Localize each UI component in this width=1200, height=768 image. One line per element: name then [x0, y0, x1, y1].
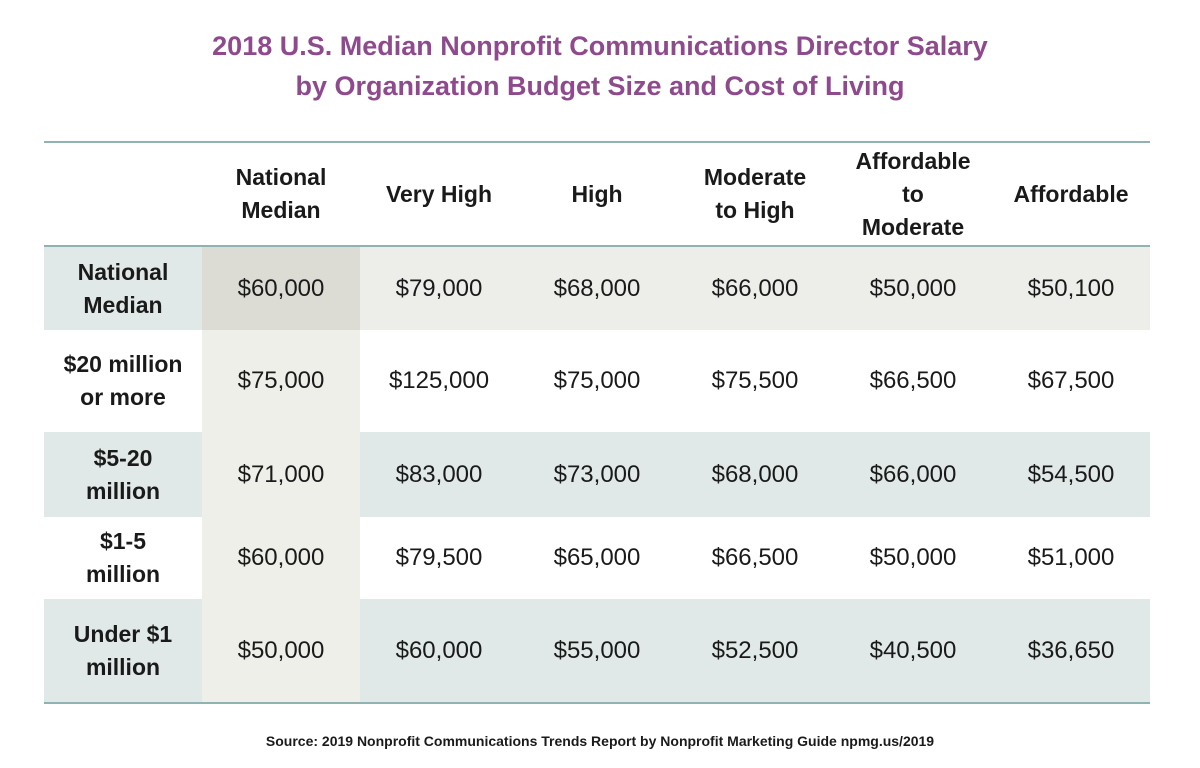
table-cell: $36,650	[1027, 636, 1115, 664]
table-cell: $66,500	[711, 544, 799, 571]
table-cell: $50,100	[1027, 274, 1115, 302]
table-cell: $52,500	[711, 636, 799, 664]
row-label-line: $5-20	[93, 444, 153, 471]
column-header: Affordable	[992, 143, 1150, 245]
column-header-line: to High	[715, 197, 795, 223]
row-label: $5-20 million	[44, 432, 202, 517]
table-cell: $60,000	[202, 247, 360, 330]
table-cell: $73,000	[553, 460, 641, 488]
column-header: Moderate to High	[676, 143, 834, 245]
column-header-line: to	[902, 180, 924, 207]
column-header-line: Affordable	[855, 147, 971, 174]
column-header: National Median	[202, 143, 360, 245]
row-label-line: million	[85, 653, 161, 680]
table-cell: $75,000	[202, 330, 360, 432]
table-cell: $60,000	[395, 636, 483, 664]
row-label-line: million	[85, 561, 161, 587]
table-cell: $51,000	[1027, 544, 1115, 571]
table-row: $5-20 million $71,000 $83,000 $73,000 $68,000…	[44, 432, 1150, 517]
table-row: $20 million or more $75,000 $125,000 $75,000…	[44, 330, 1150, 432]
row-label: National Median	[44, 247, 202, 330]
row-label-line: $20 million	[63, 351, 183, 377]
table-cell: $79,000	[395, 274, 483, 302]
table-row: $1-5 million $60,000 $79,500 $65,000 $66,500 $…	[44, 517, 1150, 599]
table-cell: $54,500	[1027, 460, 1115, 488]
table-row: Under $1 million $50,000 $60,000 $55,000 $52,…	[44, 599, 1150, 702]
column-header: Affordable to Moderate	[834, 143, 992, 245]
row-label: $20 million or more	[44, 330, 202, 432]
column-header-line: Moderate	[861, 213, 965, 240]
row-label-line: million	[85, 477, 161, 504]
table-cell: $66,500	[869, 367, 957, 394]
table-cell: $75,000	[553, 367, 641, 394]
column-header-line: Very High	[385, 180, 493, 207]
source-note: Source: 2019 Nonprofit Communications Tr…	[265, 733, 935, 749]
row-label-line: National	[77, 258, 169, 285]
table-cell: $68,000	[711, 460, 799, 488]
row-label-line: Under $1	[73, 620, 173, 647]
column-header-line: National	[235, 164, 327, 190]
table-cell: $83,000	[395, 460, 483, 488]
table-cell: $65,000	[553, 544, 641, 571]
row-label: $1-5 million	[44, 517, 202, 599]
column-header-line: Affordable	[1013, 180, 1129, 207]
row-label-line: Median	[83, 291, 163, 318]
column-header-line: High	[571, 180, 623, 207]
row-label: Under $1 million	[44, 599, 202, 702]
table-cell: $125,000	[388, 367, 490, 394]
table-cell: $50,000	[869, 274, 957, 302]
chart-title: 2018 U.S. Median Nonprofit Communication…	[0, 26, 1200, 106]
table-cell: $71,000	[202, 432, 360, 517]
table-cell: $66,000	[711, 274, 799, 302]
column-header: High	[518, 143, 676, 245]
chart-title-line-2: by Organization Budget Size and Cost of …	[295, 71, 905, 101]
chart-title-line-1: 2018 U.S. Median Nonprofit Communication…	[212, 31, 988, 61]
table-header: National Median Very High High Moderate to Hi…	[44, 143, 1150, 247]
column-header-line: Median	[241, 197, 321, 223]
table-cell: $68,000	[553, 274, 641, 302]
column-header: Very High	[360, 143, 518, 245]
table-cell: $50,000	[202, 599, 360, 702]
table-cell: $75,500	[711, 367, 799, 394]
column-header-line: Moderate	[703, 164, 807, 190]
table-cell: $60,000	[202, 517, 360, 599]
table-cell: $67,500	[1027, 367, 1115, 394]
table-cell: $40,500	[869, 636, 957, 664]
row-label-line: $1-5	[99, 528, 147, 554]
row-label-line: or more	[80, 384, 166, 410]
salary-table: National Median Very High High Moderate to Hi…	[44, 141, 1150, 704]
table-cell: $55,000	[553, 636, 641, 664]
table-row: National Median $60,000 $79,000 $68,000 $66,0…	[44, 247, 1150, 330]
table-cell: $66,000	[869, 460, 957, 488]
table-cell: $50,000	[869, 544, 957, 571]
table-cell: $79,500	[395, 544, 483, 571]
